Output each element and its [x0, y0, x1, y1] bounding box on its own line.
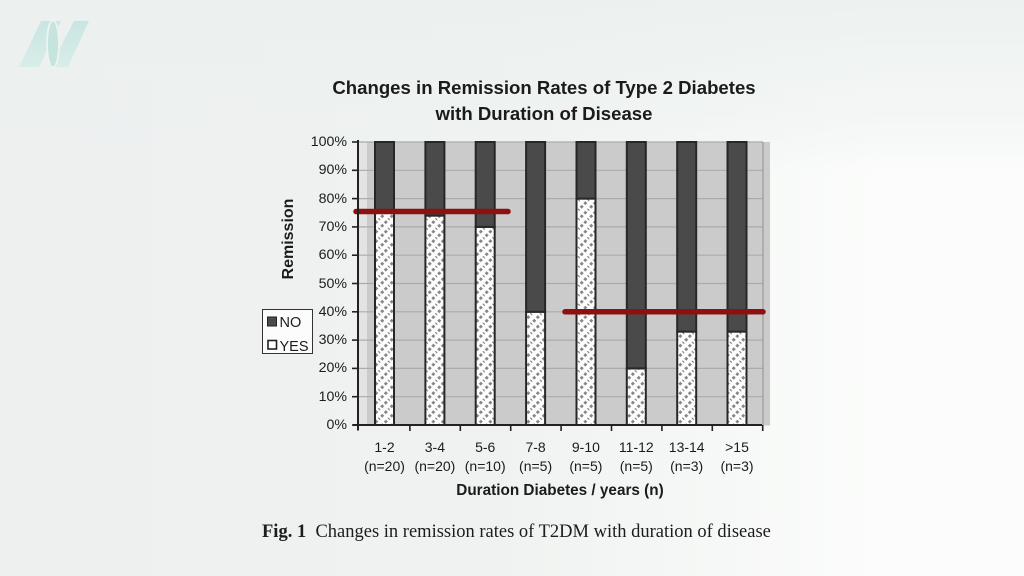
- svg-text:NO: NO: [280, 315, 302, 331]
- svg-text:YES: YES: [280, 339, 309, 353]
